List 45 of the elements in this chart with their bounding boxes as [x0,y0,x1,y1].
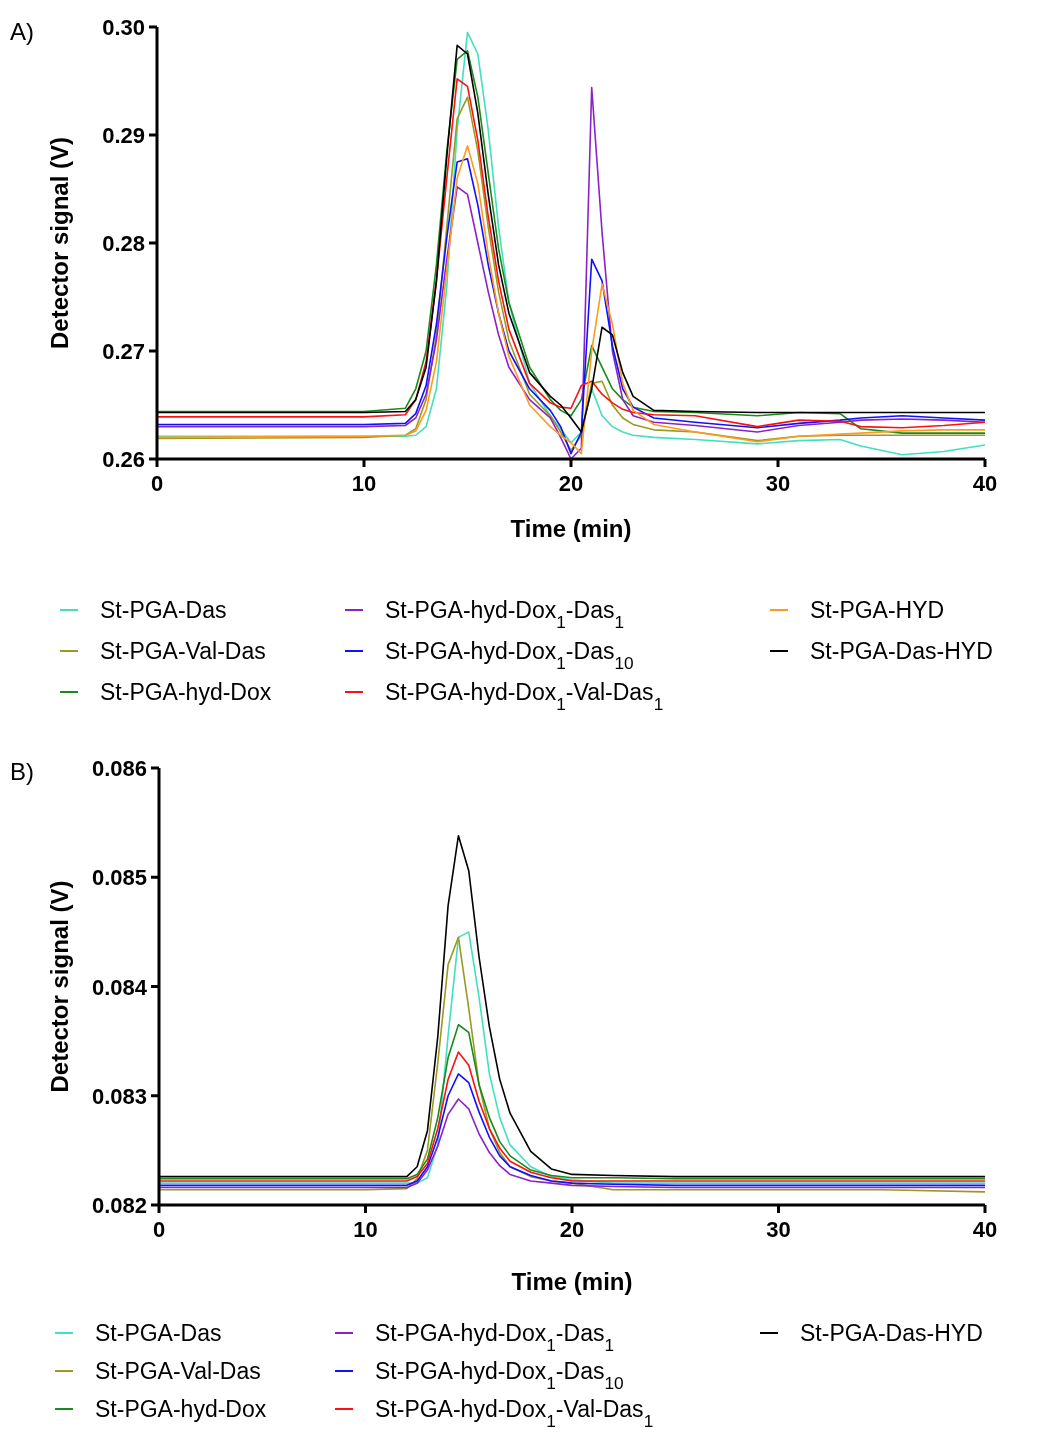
x-axis-title: Time (min) [511,1268,633,1295]
legend-label: St-PGA-hyd-Dox$_{1}$-Das$_{10}$ [385,638,634,673]
y-tick-label: 0.28 [102,231,145,256]
x-tick-label: 10 [353,1217,378,1242]
legend-label: St-PGA-Das [95,1320,222,1346]
y-tick-label: 0.26 [102,447,145,472]
legend-label: St-PGA-hyd-Dox$_{1}$-Das$_{1}$ [385,597,625,632]
x-tick-label: 40 [972,1217,998,1242]
x-tick-label: 10 [351,471,377,496]
legend-label: St-PGA-Das-HYD [810,638,993,664]
legend-label: St-PGA-Val-Das [100,638,266,664]
legend-label: St-PGA-hyd-Dox$_{1}$-Das$_{1}$ [375,1320,615,1355]
legend-label: St-PGA-hyd-Dox [95,1396,267,1422]
y-tick-label: 0.30 [102,15,145,40]
legend-label: St-PGA-hyd-Dox$_{1}$-Das$_{10}$ [375,1358,624,1393]
x-tick-label: 30 [765,471,791,496]
legend-label: St-PGA-hyd-Dox$_{1}$-Val-Das$_{1}$ [375,1396,654,1431]
x-axis-title: Time (min) [510,515,632,542]
y-tick-label: 0.27 [102,339,145,364]
y-tick-label: 0.084 [91,974,148,1000]
x-tick-label: 0 [152,1217,166,1242]
legend-label: St-PGA-HYD [810,597,945,623]
line-series [159,1098,986,1189]
x-tick-label: 20 [559,1217,585,1242]
y-axis-title: Detector signal (V) [46,880,73,1093]
text: B) [10,758,34,785]
legend-label: St-PGA-hyd-Dox [100,679,272,705]
legend-label: St-PGA-hyd-Dox$_{1}$-Val-Das$_{1}$ [385,679,664,714]
y-tick-label: 0.085 [91,865,147,891]
legend-label: St-PGA-Val-Das [95,1358,261,1384]
y-axis-title: Detector signal (V) [46,136,73,350]
x-tick-label: 30 [766,1217,791,1242]
x-tick-label: 40 [972,471,998,496]
y-tick-label: 0.083 [91,1083,147,1109]
legend-label: St-PGA-Das-HYD [800,1320,983,1346]
x-tick-label: 0 [150,471,164,496]
y-tick-label: 0.29 [102,123,145,148]
line-series [159,1073,986,1187]
legend-label: St-PGA-Das [100,597,227,623]
line-series [159,1051,986,1182]
line-series [159,1023,986,1180]
y-tick-label: 0.082 [91,1193,147,1218]
x-tick-label: 20 [558,471,584,496]
y-tick-label: 0.086 [91,756,147,781]
text: A) [10,18,34,45]
